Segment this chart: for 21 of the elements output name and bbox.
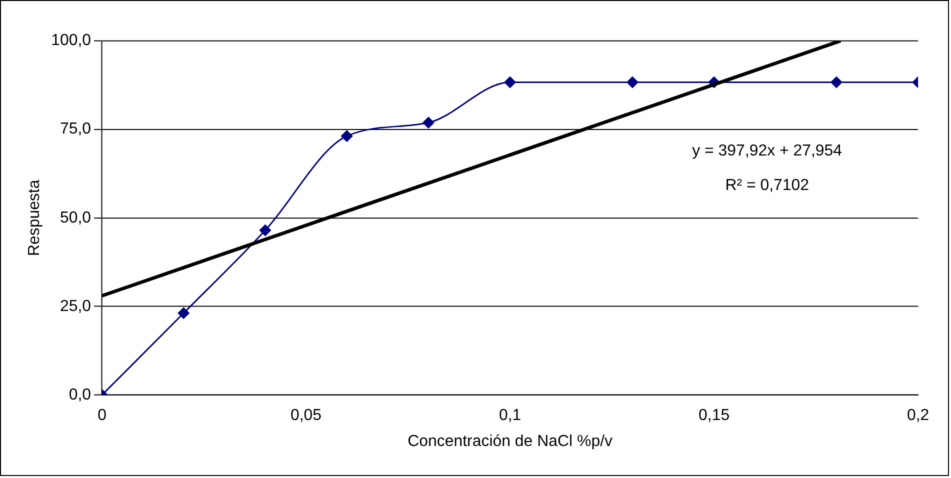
- x-tick-label: 0,2: [906, 406, 930, 424]
- x-tick-label: 0: [98, 406, 107, 424]
- x-axis-title: Concentración de NaCl %p/v: [408, 432, 612, 450]
- point: [178, 307, 190, 319]
- point: [504, 76, 516, 88]
- y-tick-label: 25,0: [60, 298, 92, 315]
- x-tick-label: 0,1: [498, 406, 522, 424]
- annotation: R² = 0,7102: [725, 177, 810, 194]
- y-tick-label: 75,0: [60, 120, 92, 138]
- point: [341, 130, 353, 142]
- point: [830, 76, 842, 88]
- point: [626, 76, 638, 88]
- y-tick-label: 100,0: [51, 32, 92, 50]
- point: [259, 224, 271, 236]
- y-tick-label: 0,0: [68, 386, 92, 404]
- point: [422, 116, 434, 128]
- y-tick-label: 50,0: [60, 209, 92, 226]
- y-axis-title: Respuesta: [26, 180, 43, 256]
- x-tick-label: 0,05: [290, 406, 322, 424]
- annotation: y = 397,92x + 27,954: [692, 142, 842, 160]
- x-tick-label: 0,15: [698, 406, 730, 424]
